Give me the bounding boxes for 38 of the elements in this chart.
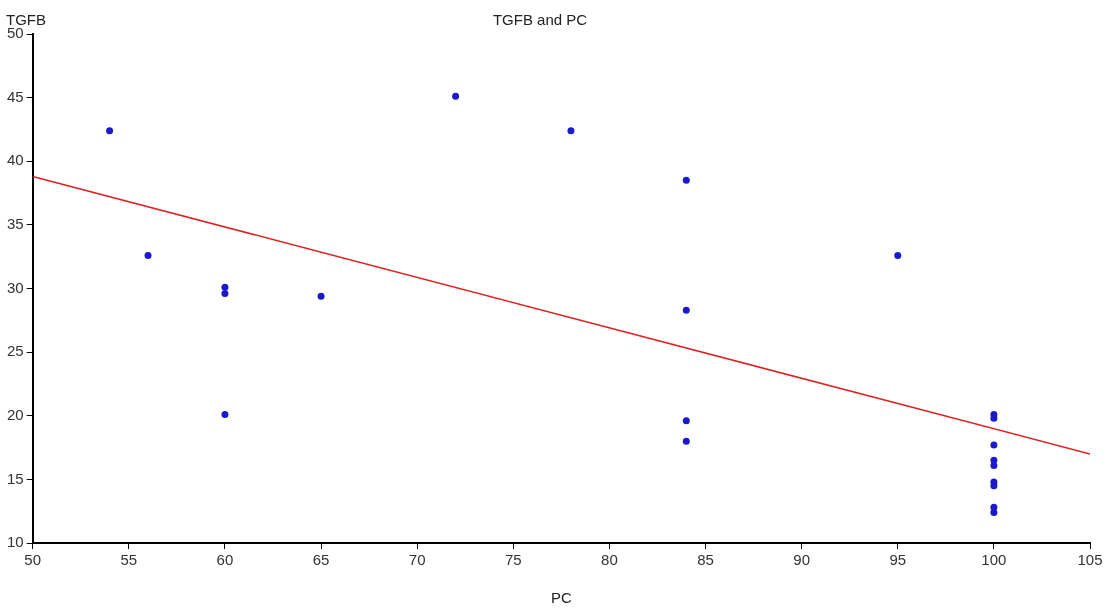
point [221, 410, 229, 418]
chart-title: TGFB and PC [492, 10, 588, 28]
point [221, 290, 229, 298]
x-axis-title: PC [550, 589, 572, 606]
point [682, 437, 690, 445]
point [317, 292, 325, 300]
point [106, 127, 114, 135]
y-tick-label: 15 [7, 469, 24, 487]
y-tick-label: 10 [7, 533, 24, 551]
x-tick-label: 55 [120, 551, 138, 569]
y-tick-label: 25 [7, 342, 24, 360]
point [682, 306, 690, 314]
point [567, 127, 575, 135]
point [990, 441, 998, 449]
y-tick-label: 45 [7, 87, 24, 105]
point [682, 176, 690, 184]
x-tick-label: 100 [981, 551, 1007, 569]
point [990, 482, 998, 490]
x-tick-label: 105 [1077, 551, 1103, 569]
point [452, 92, 460, 100]
point [221, 283, 229, 291]
x-tick-label: 80 [601, 551, 618, 569]
y-tick-label: 20 [7, 405, 24, 423]
x-tick-label: 65 [312, 551, 330, 569]
point [144, 251, 152, 259]
point [894, 251, 902, 259]
x-tick-label: 95 [889, 551, 907, 569]
y-tick-label: 35 [7, 215, 24, 233]
x-tick-label: 60 [216, 551, 234, 569]
point [990, 461, 998, 469]
x-tick-label: 50 [24, 551, 42, 569]
x-tick-label: 85 [697, 551, 714, 569]
y-tick-label: 30 [7, 278, 24, 296]
x-tick-label: 75 [504, 551, 522, 569]
x-tick-label: 70 [408, 551, 426, 569]
x-tick-label: 90 [793, 551, 810, 569]
point [682, 417, 690, 425]
y-tick-label: 40 [7, 151, 24, 169]
